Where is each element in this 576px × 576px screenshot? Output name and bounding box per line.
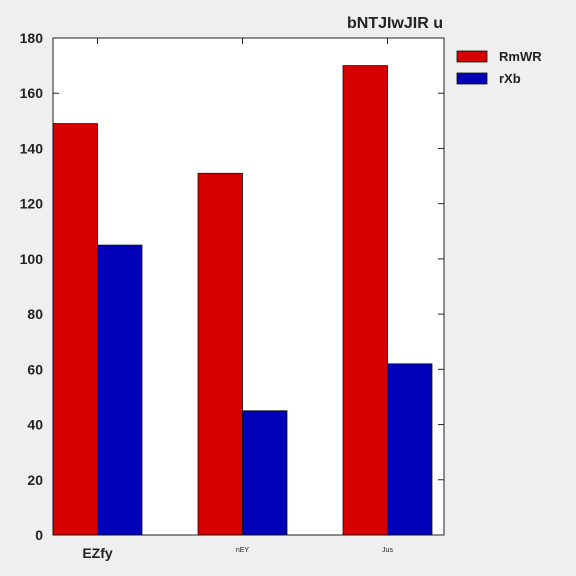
- y-tick-label: 120: [20, 196, 44, 212]
- legend-swatch-RmWR: [456, 50, 488, 63]
- bar-RmWR-nEY: [197, 172, 243, 536]
- bar-RmWR-Jus: [342, 65, 388, 536]
- legend: RmWR rXb: [456, 49, 542, 86]
- bar-RmWR-EZfy: [52, 123, 98, 536]
- bars: [52, 65, 433, 536]
- legend-label-rXb: rXb: [499, 71, 521, 86]
- bar-rXb-nEY: [242, 410, 288, 536]
- y-tick-label: 100: [20, 251, 44, 267]
- bar-rXb-Jus: [387, 363, 433, 536]
- y-tick-label: 180: [20, 30, 44, 46]
- legend-swatch-rXb: [456, 72, 488, 85]
- y-tick-label: 20: [27, 472, 43, 488]
- y-tick-label: 0: [35, 527, 43, 543]
- x-tick-label: nEY: [236, 547, 250, 554]
- y-tick-label: 160: [20, 85, 44, 101]
- y-tick-label: 140: [20, 140, 44, 156]
- chart-title: bNTJIwJIR u: [347, 15, 443, 32]
- x-axis: EZfy nEY Jus: [82, 38, 393, 561]
- x-tick-label: Jus: [382, 547, 393, 554]
- y-axis: 0 20 40 60 80 100 120 140 160 180: [20, 30, 444, 543]
- legend-label-RmWR: RmWR: [499, 49, 542, 64]
- y-tick-label: 40: [27, 417, 43, 433]
- y-tick-label: 80: [27, 306, 43, 322]
- y-tick-label: 60: [27, 361, 43, 377]
- bar-rXb-EZfy: [97, 244, 143, 536]
- x-tick-label: EZfy: [82, 545, 113, 561]
